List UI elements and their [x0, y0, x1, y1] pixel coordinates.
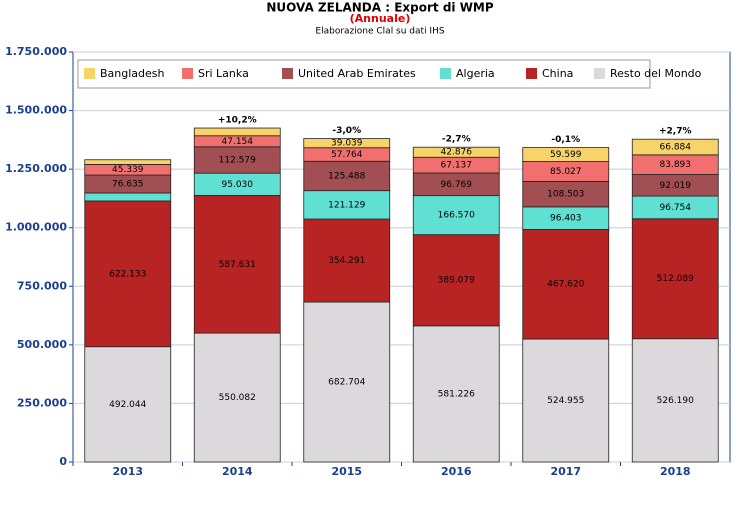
annotation: +2,7% [659, 127, 692, 137]
x-tick-label: 2014 [222, 465, 253, 478]
plot-area [72, 51, 731, 463]
x-tick-label: 2017 [550, 465, 581, 478]
y-tick-label: 750.000 [17, 279, 67, 292]
y-tick-label: 1.250.000 [5, 162, 67, 175]
annotation: -2,7% [442, 135, 471, 145]
data-label: 622.133 [109, 269, 146, 279]
bar-segment [412, 146, 500, 158]
data-label: 112.579 [219, 155, 256, 165]
legend-label: United Arab Emirates [298, 67, 416, 80]
bar-segment [84, 346, 172, 463]
data-label: 526.190 [657, 396, 694, 406]
legend-label: Resto del Mondo [610, 67, 702, 80]
data-label: 92.019 [660, 181, 692, 191]
bar-segment [522, 338, 610, 463]
bar-segment [193, 195, 281, 334]
legend-label: Bangladesh [100, 67, 165, 80]
data-label: 587.631 [219, 260, 256, 270]
chart-title: NUOVA ZELANDA : Export di WMP [266, 1, 494, 15]
bar-segment [412, 195, 500, 236]
data-label: 512.089 [657, 274, 694, 284]
bar-segment [303, 190, 391, 220]
bar-segment [303, 218, 391, 303]
y-tick-label: 1.500.000 [5, 104, 67, 117]
chart-source: Elaborazione Clal su dati IHS [315, 27, 444, 37]
data-label: 96.754 [660, 203, 692, 213]
y-tick-label: 500.000 [17, 338, 67, 351]
bar-segment [303, 301, 391, 463]
bar-segment [84, 159, 172, 165]
bar-segment [412, 234, 500, 327]
y-tick-label: 1.000.000 [5, 221, 67, 234]
annotation: +10,2% [218, 116, 257, 126]
bar-segment [522, 229, 610, 340]
legend-label: Algeria [456, 67, 495, 80]
data-label: 125.488 [328, 171, 365, 181]
data-label: 76.635 [112, 180, 144, 190]
data-label: 42.876 [441, 148, 473, 158]
data-label: 66.884 [660, 143, 692, 153]
legend-swatch [440, 68, 451, 79]
data-label: 166.570 [438, 211, 475, 221]
data-label: 67.137 [441, 161, 473, 171]
bar-segment [193, 127, 281, 137]
data-label: 47.154 [222, 137, 254, 147]
bar-segment [631, 218, 719, 340]
data-label: 96.769 [441, 180, 473, 190]
x-tick-label: 2015 [331, 465, 362, 478]
x-tick-label: 2013 [112, 465, 143, 478]
data-label: 492.044 [109, 400, 146, 410]
data-label: 389.079 [438, 276, 475, 286]
y-tick-label: 0 [59, 455, 67, 468]
x-tick-label: 2016 [441, 465, 472, 478]
y-tick-label: 250.000 [17, 396, 67, 409]
data-label: 85.027 [550, 167, 582, 177]
data-label: 354.291 [328, 256, 365, 266]
chart-subtitle: (Annuale) [350, 12, 411, 25]
bar-segment [303, 138, 391, 149]
legend-swatch [594, 68, 605, 79]
data-label: 108.503 [547, 190, 584, 200]
legend-box [77, 59, 651, 89]
data-label: 524.955 [547, 396, 584, 406]
bar-segment [303, 160, 391, 192]
data-label: 682.704 [328, 378, 365, 388]
bar-segment [84, 192, 172, 202]
legend-label: Sri Lanka [198, 67, 249, 80]
bar-segment [84, 200, 172, 348]
legend-swatch [526, 68, 537, 79]
data-label: 581.226 [438, 389, 475, 399]
legend-swatch [282, 68, 293, 79]
bar-segment [412, 325, 500, 463]
data-label: 95.030 [222, 180, 254, 190]
bar-segment [631, 138, 719, 156]
y-tick-label: 1.750.000 [5, 45, 67, 58]
bar-segment [522, 147, 610, 162]
legend-label: China [542, 67, 573, 80]
bar-segment [631, 338, 719, 463]
bar-segment [193, 146, 281, 174]
x-tick-label: 2018 [660, 465, 691, 478]
data-label: 39.039 [331, 139, 363, 149]
data-label: 96.403 [550, 214, 582, 224]
data-label: 550.082 [219, 393, 256, 403]
data-label: 121.129 [328, 200, 365, 210]
data-label: 83.893 [660, 160, 692, 170]
annotation: -0,1% [551, 135, 580, 145]
annotation: -3,0% [332, 126, 361, 136]
legend-swatch [84, 68, 95, 79]
data-label: 45.339 [112, 165, 144, 175]
data-label: 59.599 [550, 150, 582, 160]
legend-swatch [182, 68, 193, 79]
data-label: 57.764 [331, 150, 363, 160]
bar-segment [193, 332, 281, 463]
data-label: 467.620 [547, 280, 584, 290]
